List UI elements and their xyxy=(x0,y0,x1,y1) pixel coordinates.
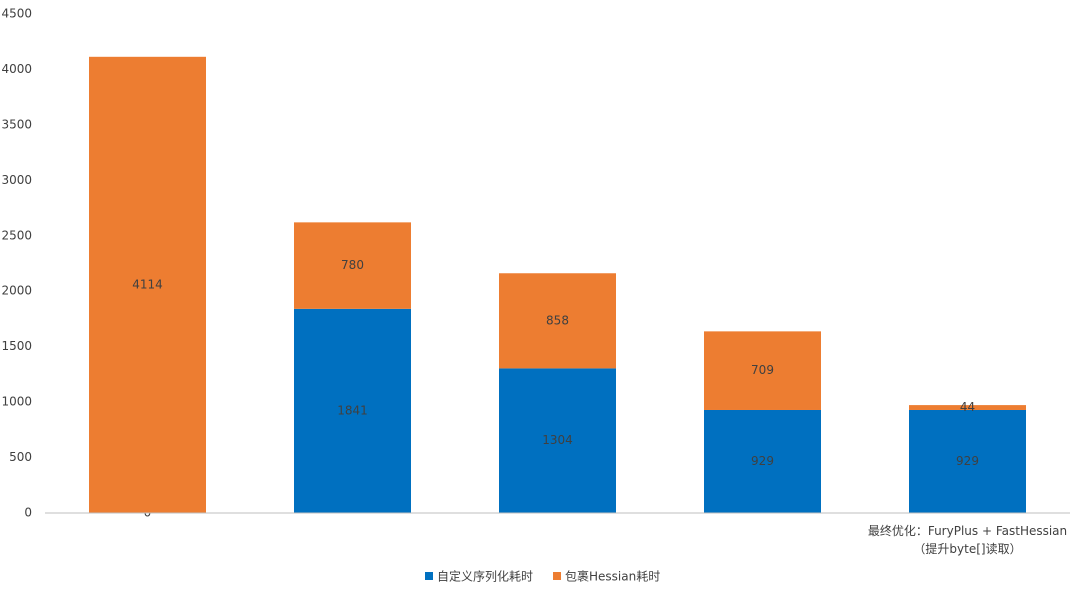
y-tick-label: 500 xyxy=(9,450,32,464)
bar-segment xyxy=(909,409,1026,513)
bar-segment xyxy=(294,308,411,513)
bar-segment xyxy=(704,331,821,410)
bar-segment xyxy=(909,405,1026,410)
y-tick-label: 1000 xyxy=(1,395,32,409)
y-tick-label: 3000 xyxy=(1,173,32,187)
data-label: 858 xyxy=(546,313,569,327)
y-tick-label: 2000 xyxy=(1,284,32,298)
legend-swatch xyxy=(553,572,562,580)
data-label: 709 xyxy=(751,363,774,377)
y-tick-label: 3500 xyxy=(1,117,32,131)
data-label: 929 xyxy=(751,454,774,468)
legend-label: 自定义序列化耗时 xyxy=(437,569,533,584)
data-label: 4114 xyxy=(132,277,163,291)
y-tick-label: 4500 xyxy=(1,7,32,21)
data-label: 1304 xyxy=(542,433,573,447)
legend-label: 包裹Hessian耗时 xyxy=(565,569,660,584)
y-tick-label: 0 xyxy=(24,506,32,520)
y-tick-label: 4000 xyxy=(1,62,32,76)
bar-segment xyxy=(704,409,821,513)
x-tick-label: 最终优化：FuryPlus + FastHessian （提升byte[]读取） xyxy=(868,523,1067,556)
bar-segment xyxy=(499,273,616,369)
bar-segment xyxy=(89,56,206,514)
legend-swatch xyxy=(425,572,433,580)
data-label: 44 xyxy=(960,400,975,414)
data-label: 1841 xyxy=(337,403,368,417)
y-tick-label: 2500 xyxy=(1,228,32,242)
y-tick-label: 1500 xyxy=(1,339,32,353)
data-label: 780 xyxy=(341,258,364,272)
bar-segment xyxy=(294,222,411,309)
bar-segment xyxy=(499,368,616,513)
data-label: 929 xyxy=(956,454,979,468)
